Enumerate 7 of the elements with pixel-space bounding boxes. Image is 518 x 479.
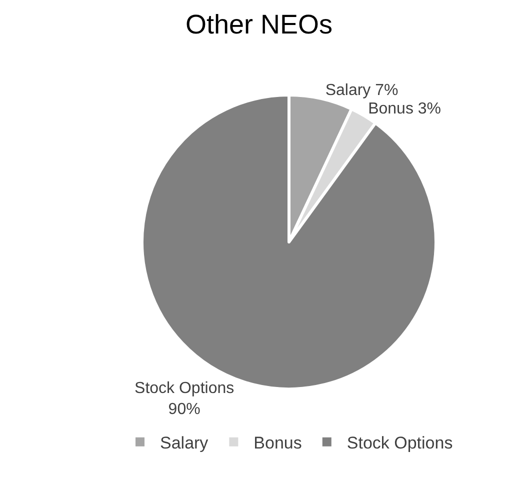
chart-title: Other NEOs (185, 9, 333, 40)
legend-label: Salary (160, 433, 209, 452)
legend-label: Bonus (254, 433, 302, 452)
legend-label: Stock Options (346, 433, 453, 452)
data-label: Salary 7% (325, 82, 398, 99)
data-label: Bonus 3% (368, 100, 442, 118)
data-label: Stock Options 90% (134, 380, 234, 418)
